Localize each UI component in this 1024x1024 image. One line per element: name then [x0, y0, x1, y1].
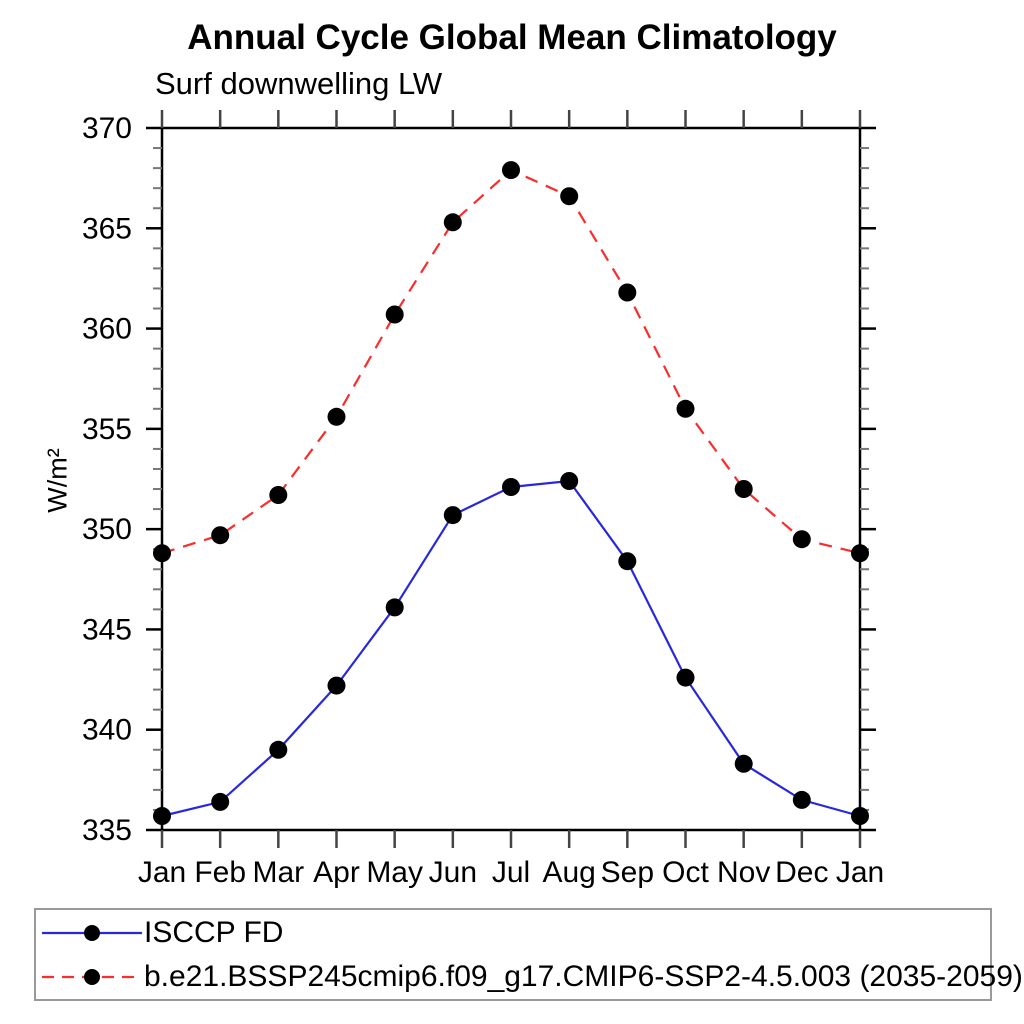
data-point-marker [502, 478, 520, 496]
x-tick-label: Nov [717, 856, 770, 889]
x-tick-label: Mar [252, 856, 304, 889]
data-point-marker [385, 305, 404, 324]
data-point-marker [851, 544, 869, 563]
data-point-marker [443, 506, 462, 525]
data-point-marker [560, 187, 579, 206]
data-point-marker [676, 399, 695, 418]
data-point-marker [211, 792, 230, 811]
data-point-marker [792, 790, 811, 809]
x-tick-label: Apr [313, 856, 360, 889]
data-point-marker [676, 668, 695, 687]
x-tick-label: Jun [429, 856, 477, 889]
legend-line-sample-dashed [42, 969, 142, 985]
x-tick-label: May [366, 856, 423, 889]
legend-label: ISCCP FD [144, 916, 284, 949]
y-tick-label: 355 [82, 413, 132, 446]
data-point-marker [327, 676, 346, 695]
data-point-marker [327, 407, 346, 426]
y-tick-label: 345 [82, 613, 132, 646]
legend: ISCCP FD b.e21.BSSP245cmip6.f09_g17.CMIP… [34, 908, 1023, 1001]
x-tick-label: Oct [662, 856, 709, 889]
legend-line-sample-solid [42, 925, 142, 941]
x-tick-label: Dec [775, 856, 828, 889]
data-point-marker [385, 598, 404, 617]
data-point-marker [734, 480, 753, 498]
data-point-marker [792, 530, 811, 549]
x-tick-label: Jan [836, 856, 884, 889]
x-tick-label: Jul [492, 856, 530, 889]
legend-label: b.e21.BSSP245cmip6.f09_g17.CMIP6-SSP2-4.… [144, 960, 1023, 993]
data-point-marker [153, 807, 171, 825]
data-point-marker [211, 526, 230, 545]
data-point-marker [153, 544, 171, 563]
y-tick-label: 335 [82, 814, 132, 847]
y-tick-label: 365 [82, 212, 132, 245]
data-point-marker [734, 754, 753, 773]
chart-subtitle: Surf downwelling LW [155, 66, 443, 101]
data-point-marker [443, 213, 462, 232]
legend-item-isccp-fd: ISCCP FD [36, 911, 990, 955]
x-tick-label: Feb [194, 856, 246, 889]
y-tick-label: 360 [82, 313, 132, 346]
x-tick-label: Jan [138, 856, 186, 889]
series-line-solid [161, 479, 861, 818]
chart-title: Annual Cycle Global Mean Climatology [187, 18, 837, 57]
x-tick-label: Sep [601, 856, 654, 889]
data-point-marker [269, 486, 288, 504]
data-point-marker [502, 161, 520, 180]
y-tick-label: 340 [82, 714, 132, 747]
data-point-marker [618, 283, 637, 302]
y-tick-label: 350 [82, 513, 132, 546]
data-point-marker [560, 472, 579, 490]
legend-item-model: b.e21.BSSP245cmip6.f09_g17.CMIP6-SSP2-4.… [36, 955, 1023, 999]
data-point-marker [618, 552, 637, 571]
data-point-marker [269, 740, 288, 759]
data-point-marker [851, 807, 869, 825]
x-tick-label: Aug [542, 856, 595, 889]
y-tick-label: 370 [82, 112, 132, 145]
